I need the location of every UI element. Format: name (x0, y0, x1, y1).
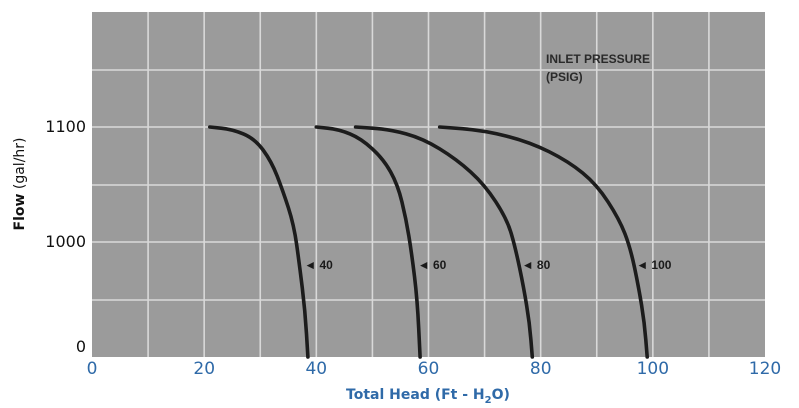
y-axis-label-unit: (gal/hr) (12, 138, 28, 194)
curve-100 (437, 125, 649, 359)
x-axis-label-main: Total Head (Ft - H (346, 387, 485, 403)
curve-80 (353, 125, 535, 359)
annotation-line1: INLET PRESSURE (546, 52, 650, 66)
y-tick-label: 1000 (45, 232, 86, 251)
x-tick-label: 80 (530, 359, 552, 379)
curve-label-40: ◄ 40 (304, 258, 333, 272)
x-tick-labels: 0 20 40 60 80 100 120 (87, 359, 782, 379)
y-tick-labels: 0 1000 1100 (45, 117, 86, 356)
x-tick-label: 120 (749, 359, 781, 379)
y-axis-label-bold: Flow (12, 194, 28, 231)
curve-label-80: ◄ 80 (522, 258, 551, 272)
x-axis-label-tail: O) (492, 387, 510, 403)
grid (92, 12, 765, 357)
curve-labels: ◄ 40 ◄ 60 ◄ 80 ◄ 100 (304, 258, 671, 272)
x-tick-label: 0 (87, 359, 98, 379)
curve-40 (208, 125, 310, 359)
x-tick-label: 60 (418, 359, 440, 379)
x-tick-label: 40 (305, 359, 327, 379)
curve-label-60: ◄ 60 (418, 258, 447, 272)
annotation-line2: (PSIG) (546, 70, 583, 84)
y-axis-label: Flow (gal/hr) (12, 138, 28, 231)
curves (208, 125, 649, 359)
curve-label-100: ◄ 100 (636, 258, 672, 272)
x-axis-label-sub: 2 (485, 395, 492, 406)
curve-60 (314, 125, 422, 359)
x-tick-label: 20 (193, 359, 215, 379)
y-tick-label: 0 (76, 337, 86, 356)
x-axis-label: Total Head (Ft - H2O) (346, 387, 510, 406)
x-tick-label: 100 (637, 359, 669, 379)
y-tick-label: 1100 (45, 117, 86, 136)
